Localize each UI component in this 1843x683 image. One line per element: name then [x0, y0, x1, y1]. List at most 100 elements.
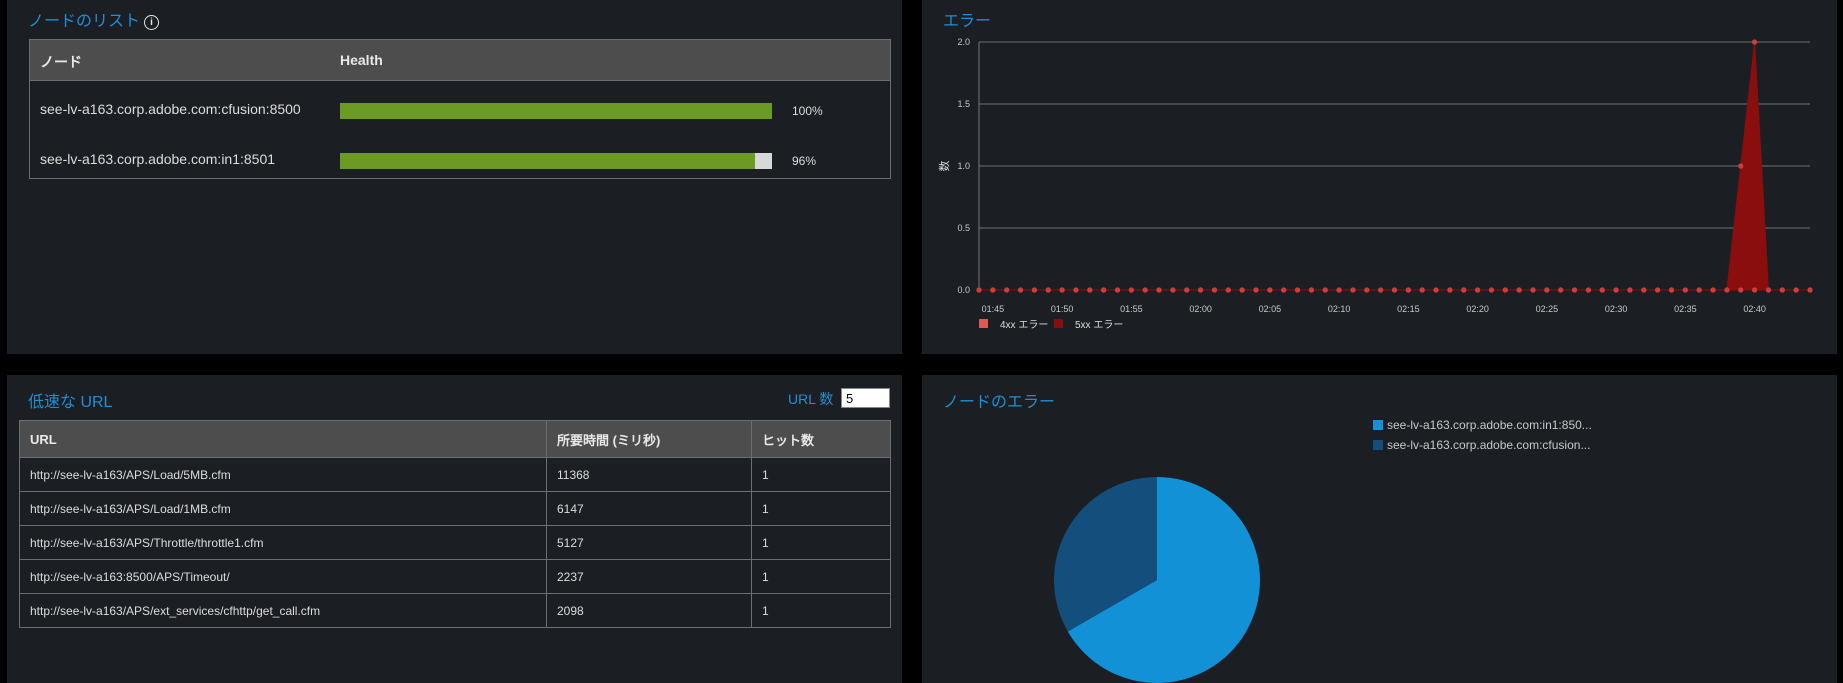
- data-point[interactable]: [1253, 287, 1259, 293]
- hits-cell: 1: [751, 559, 891, 594]
- data-point[interactable]: [1128, 287, 1134, 293]
- url-count-input[interactable]: [841, 388, 890, 408]
- data-point[interactable]: [1198, 287, 1204, 293]
- table-row[interactable]: http://see-lv-a163/APS/Throttle/throttle…: [19, 525, 891, 560]
- data-point[interactable]: [1571, 287, 1578, 293]
- pie-slice[interactable]: [1054, 477, 1157, 632]
- node-row[interactable]: see-lv-a163.corp.adobe.com:cfusion:8500 …: [30, 90, 890, 130]
- data-point[interactable]: [1807, 287, 1813, 293]
- data-point[interactable]: [1682, 287, 1688, 293]
- data-point[interactable]: [1211, 287, 1218, 293]
- data-point[interactable]: [1613, 287, 1619, 293]
- data-point[interactable]: [1364, 287, 1370, 293]
- data-point[interactable]: [1405, 287, 1411, 293]
- y-tick-label: 0.0: [957, 285, 970, 295]
- data-point[interactable]: [1558, 287, 1564, 293]
- table-row[interactable]: http://see-lv-a163/APS/Load/1MB.cfm 6147…: [19, 491, 891, 526]
- node-list-title-wrap: ノードのリスト i: [28, 7, 160, 31]
- data-point[interactable]: [1322, 287, 1328, 293]
- data-point[interactable]: [990, 287, 996, 293]
- slow-urls-title: 低速な URL: [28, 394, 113, 411]
- data-point[interactable]: [1668, 287, 1675, 293]
- data-point[interactable]: [1184, 287, 1190, 293]
- data-point[interactable]: [1738, 163, 1744, 169]
- data-point[interactable]: [1655, 287, 1661, 293]
- data-point[interactable]: [976, 287, 982, 293]
- legend-label[interactable]: 5xx エラー: [1075, 319, 1123, 331]
- data-point[interactable]: [1752, 287, 1758, 293]
- data-point[interactable]: [1017, 287, 1024, 293]
- pie-slice[interactable]: [1067, 477, 1260, 683]
- node-errors-pie-chart: see-lv-a163.corp.adobe.com:in1:850... see…: [1054, 418, 1592, 683]
- data-point[interactable]: [1267, 287, 1273, 293]
- data-point[interactable]: [1170, 287, 1176, 293]
- url-cell: http://see-lv-a163/APS/ext_services/cfht…: [19, 593, 547, 628]
- data-point[interactable]: [1502, 287, 1508, 293]
- data-point[interactable]: [1724, 287, 1730, 293]
- data-point[interactable]: [1710, 287, 1716, 293]
- data-point[interactable]: [1599, 287, 1605, 293]
- data-point[interactable]: [1738, 287, 1744, 293]
- data-point[interactable]: [1461, 287, 1467, 293]
- data-point[interactable]: [1765, 287, 1772, 293]
- data-point[interactable]: [1294, 287, 1301, 293]
- data-point[interactable]: [1045, 287, 1051, 293]
- data-point[interactable]: [1073, 287, 1079, 293]
- info-icon[interactable]: i: [144, 15, 160, 30]
- data-point[interactable]: [1087, 287, 1093, 293]
- duration-cell: 2237: [546, 559, 752, 594]
- data-point[interactable]: [1793, 287, 1799, 293]
- data-point[interactable]: [1752, 39, 1758, 45]
- data-point[interactable]: [1114, 287, 1121, 293]
- legend-swatch: [1054, 319, 1063, 328]
- x-tick-label: 02:40: [1743, 304, 1766, 314]
- data-point[interactable]: [1447, 287, 1453, 293]
- column-header-hits[interactable]: ヒット数: [751, 420, 891, 458]
- url-count-label: URL 数: [788, 391, 834, 407]
- column-header-url[interactable]: URL: [19, 420, 547, 458]
- data-point[interactable]: [1391, 287, 1398, 293]
- legend-label[interactable]: see-lv-a163.corp.adobe.com:cfusion...: [1387, 438, 1590, 452]
- data-point[interactable]: [1239, 287, 1245, 293]
- header-health: Health: [340, 52, 383, 68]
- data-point[interactable]: [1350, 287, 1356, 293]
- slow-urls-panel: 低速な URL URL 数 URL 所要時間 (ミリ秒) ヒット数 http:/…: [7, 375, 902, 683]
- table-header-row: URL 所要時間 (ミリ秒) ヒット数: [19, 420, 891, 458]
- data-point[interactable]: [1004, 287, 1010, 293]
- x-tick-label: 02:25: [1536, 304, 1559, 314]
- y-tick-label: 1.0: [957, 161, 970, 171]
- data-point[interactable]: [1627, 287, 1633, 293]
- data-point[interactable]: [1378, 287, 1384, 293]
- data-point[interactable]: [1585, 287, 1591, 293]
- data-point[interactable]: [1516, 287, 1522, 293]
- column-header-duration[interactable]: 所要時間 (ミリ秒): [546, 420, 752, 458]
- table-row[interactable]: http://see-lv-a163/APS/ext_services/cfht…: [19, 593, 891, 628]
- data-point[interactable]: [1530, 287, 1536, 293]
- data-point[interactable]: [1475, 287, 1481, 293]
- node-row[interactable]: see-lv-a163.corp.adobe.com:in1:8501 96%: [30, 140, 890, 180]
- table-row[interactable]: http://see-lv-a163:8500/APS/Timeout/ 223…: [19, 559, 891, 594]
- data-point[interactable]: [1544, 287, 1550, 293]
- data-point[interactable]: [1142, 287, 1148, 293]
- data-point[interactable]: [1696, 287, 1702, 293]
- data-point[interactable]: [1225, 287, 1231, 293]
- table-row[interactable]: http://see-lv-a163/APS/Load/5MB.cfm 1136…: [19, 457, 891, 492]
- data-point[interactable]: [1779, 287, 1785, 293]
- data-point[interactable]: [1433, 287, 1439, 293]
- data-point[interactable]: [1101, 287, 1107, 293]
- legend-label[interactable]: see-lv-a163.corp.adobe.com:in1:850...: [1387, 418, 1592, 432]
- url-cell: http://see-lv-a163/APS/Throttle/throttle…: [19, 525, 547, 560]
- data-point[interactable]: [1156, 287, 1162, 293]
- data-point[interactable]: [1308, 287, 1314, 293]
- y-tick-label: 2.0: [957, 37, 970, 47]
- x-tick-label: 01:45: [982, 304, 1005, 314]
- data-point[interactable]: [1641, 287, 1647, 293]
- data-point[interactable]: [1031, 287, 1037, 293]
- data-point[interactable]: [1419, 287, 1425, 293]
- data-point[interactable]: [1059, 287, 1065, 293]
- data-point[interactable]: [1488, 287, 1495, 293]
- data-point[interactable]: [1336, 287, 1342, 293]
- data-point[interactable]: [1281, 287, 1287, 293]
- legend-label[interactable]: 4xx エラー: [1000, 319, 1048, 331]
- health-bar-fill: [340, 103, 772, 119]
